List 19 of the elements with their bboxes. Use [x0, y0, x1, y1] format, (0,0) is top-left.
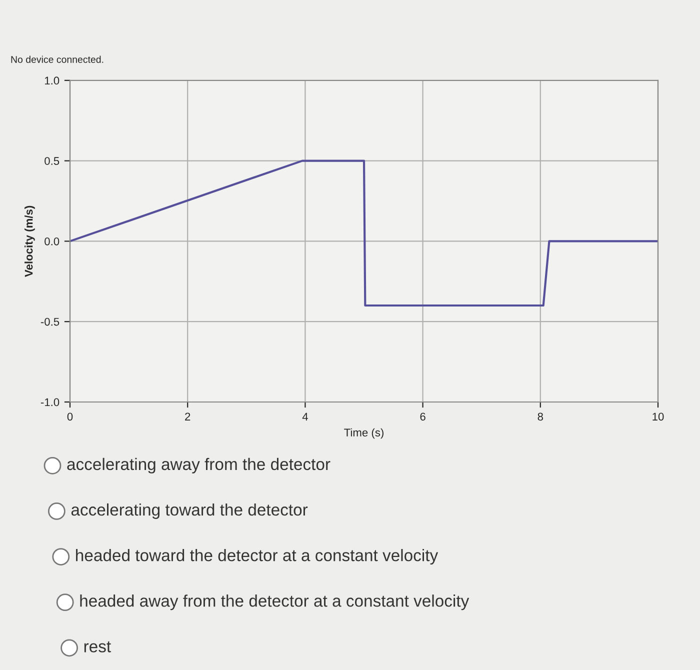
- x-tick-label: 6: [420, 412, 426, 421]
- y-axis-title: Velocity (m/s): [24, 206, 35, 277]
- x-axis-title: Time (s): [344, 428, 384, 439]
- x-tick-label: 2: [185, 412, 190, 420]
- y-tick-label: -0.5: [40, 318, 60, 326]
- x-tick-label: 10: [652, 412, 664, 421]
- text: headed away from the detector at a constant velocity: [80, 594, 470, 610]
- y-tick-label: 1.0: [44, 76, 60, 85]
- y-tick-label: 0.5: [44, 157, 60, 165]
- text: accelerating toward the detector: [71, 503, 308, 519]
- y-tick-label: 0.0: [44, 237, 60, 246]
- y-tick-label: -1.0: [40, 398, 60, 406]
- x-tick-label: 4: [302, 412, 308, 420]
- x-tick-label: 0: [67, 412, 73, 421]
- text: No device connected.: [11, 56, 104, 63]
- text: rest: [84, 641, 111, 652]
- x-tick-label: 8: [538, 412, 544, 421]
- text: accelerating away from the detector: [67, 458, 330, 474]
- text: headed toward the detector at a constant velocity: [76, 549, 438, 565]
